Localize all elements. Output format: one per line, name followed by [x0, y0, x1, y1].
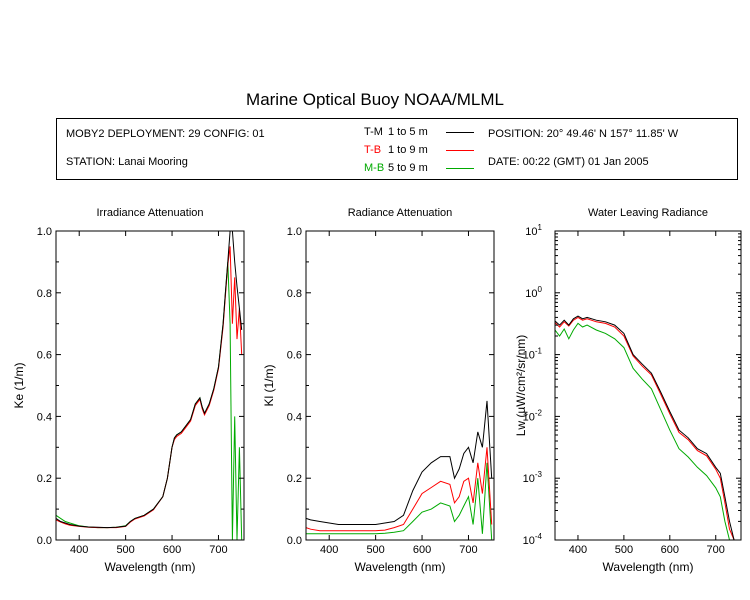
- y-tick-label: 0.8: [37, 288, 52, 300]
- legend-code: M-B: [364, 162, 385, 174]
- legend-item-tm: T-M 1 to 5 m: [364, 126, 444, 138]
- y-tick-label: 0.4: [37, 411, 52, 423]
- y-tick-label: 0.2: [37, 473, 52, 485]
- x-tick-label: 600: [163, 544, 181, 556]
- x-tick-label: 700: [707, 544, 725, 556]
- y-tick-label: 0.4: [287, 411, 302, 423]
- station-text: STATION: Lanai Mooring: [66, 156, 188, 168]
- y-tick-label: 101: [525, 223, 542, 238]
- y-tick-label: 0.0: [287, 535, 302, 547]
- legend-line-tb: [446, 150, 474, 151]
- x-tick-label: 600: [661, 544, 679, 556]
- y-axis-label: Ke (1/m): [12, 362, 26, 408]
- x-tick-label: 500: [366, 544, 384, 556]
- series-line-m-b: [554, 322, 735, 541]
- deployment-text: MOBY2 DEPLOYMENT: 29 CONFIG: 01: [66, 128, 265, 140]
- legend-item-mb: M-B 5 to 9 m: [364, 162, 444, 174]
- y-tick-label: 0.8: [287, 288, 302, 300]
- y-tick-label: 1.0: [287, 226, 302, 238]
- legend-range: 1 to 5 m: [388, 126, 428, 138]
- series-line-m-b: [55, 261, 243, 541]
- y-axis-label: Kl (1/m): [262, 364, 276, 406]
- y-tick-label: 0.0: [37, 535, 52, 547]
- series-line-t-b: [554, 316, 735, 541]
- x-tick-label: 500: [615, 544, 633, 556]
- legend-line-tm: [446, 132, 474, 133]
- position-text: POSITION: 20° 49.46' N 157° 11.85' W: [488, 128, 679, 140]
- series-line-m-b: [306, 462, 493, 541]
- chart-radiance: 400 500 600 700 0.0 0.2 0.4 0.6 0.8 1.0 Radiance A…: [262, 207, 495, 574]
- legend-line-mb: [446, 168, 474, 169]
- x-tick-label: 700: [209, 544, 227, 556]
- x-tick-label: 400: [70, 544, 88, 556]
- y-tick-label: 0.6: [287, 350, 302, 362]
- y-tick-label: 100: [525, 285, 542, 300]
- series-line-t-m: [55, 230, 243, 529]
- series-line-t-b: [305, 447, 493, 532]
- legend-item-tb: T-B 1 to 9 m: [364, 144, 444, 156]
- chart-title: Irradiance Attenuation: [96, 207, 203, 219]
- x-axis-label: Wavelength (nm): [105, 560, 196, 574]
- legend-code: T-B: [364, 144, 382, 156]
- y-tick-label: 0.6: [37, 350, 52, 362]
- x-tick-label: 400: [320, 544, 338, 556]
- plot-frame: [305, 230, 495, 541]
- chart-title: Water Leaving Radiance: [588, 207, 708, 219]
- main-title: Marine Optical Buoy NOAA/MLML: [246, 90, 504, 109]
- chart-irradiance: 400 500 600 700 0.0 0.2 0.4 0.6 0.8 1.0 Irradiance…: [12, 207, 245, 574]
- legend-range: 1 to 9 m: [388, 144, 428, 156]
- info-box: MOBY2 DEPLOYMENT: 29 CONFIG: 01 STATION:…: [56, 118, 738, 180]
- series-line-t-m: [305, 400, 493, 525]
- legend-range: 5 to 9 m: [388, 162, 428, 174]
- y-tick-label: 0.2: [287, 473, 302, 485]
- plot-frame: [55, 230, 245, 541]
- y-tick-label: 10-4: [523, 532, 543, 547]
- x-axis-label: Wavelength (nm): [355, 560, 446, 574]
- series-line-t-m: [554, 315, 735, 541]
- x-tick-label: 600: [413, 544, 431, 556]
- date-text: DATE: 00:22 (GMT) 01 Jan 2005: [488, 156, 649, 168]
- y-tick-label: 10-3: [523, 470, 543, 485]
- x-tick-label: 400: [569, 544, 587, 556]
- x-tick-label: 700: [459, 544, 477, 556]
- y-tick-label: 1.0: [37, 226, 52, 238]
- plot-frame: [554, 230, 742, 541]
- y-axis-label: Lw (µW/cm²/sr/nm): [514, 335, 528, 437]
- chart-water-leaving: 400 500 600 70010110010-110-210-310-4Water …: [514, 207, 742, 574]
- legend-code: T-M: [364, 126, 383, 138]
- chart-title: Radiance Attenuation: [348, 207, 453, 219]
- x-axis-label: Wavelength (nm): [603, 560, 694, 574]
- x-tick-label: 500: [116, 544, 134, 556]
